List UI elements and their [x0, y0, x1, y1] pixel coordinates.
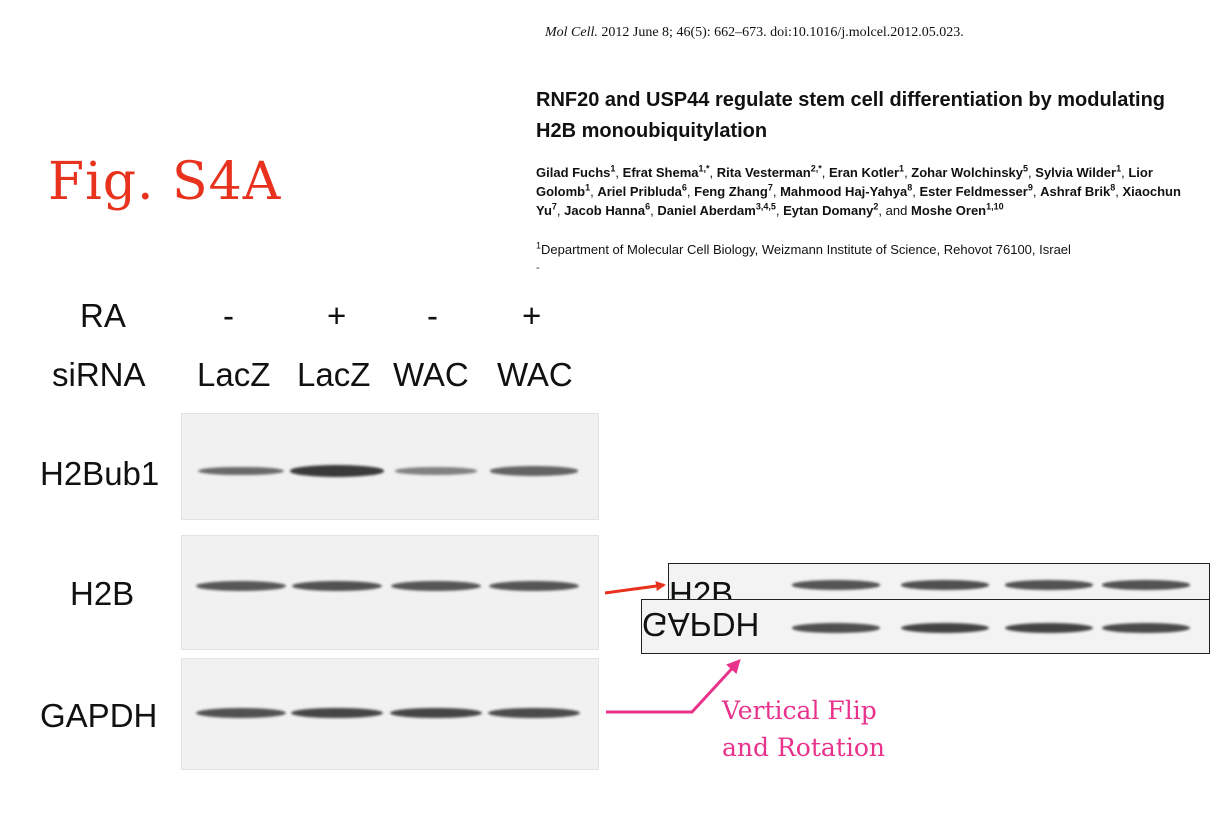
blot-label-h2b: H2B [70, 575, 135, 612]
sirna-value-lane1: LacZ [197, 356, 271, 393]
pink-arrow [606, 659, 741, 714]
blot-band [395, 467, 477, 475]
author: Mahmood Haj-Yahya8 [780, 182, 913, 199]
blot-label-gapdh: GAPDH [40, 697, 158, 734]
and-word: and [885, 203, 908, 218]
author: Daniel Aberdam3,4,5 [657, 201, 776, 218]
blot-band [291, 580, 383, 592]
sirna-value-lane3: WAC [393, 356, 469, 393]
blot-band [197, 466, 285, 476]
blot-panel-gapdh [181, 658, 599, 770]
author: Sylvia Wilder1 [1035, 163, 1122, 180]
author: Jacob Hanna6 [564, 201, 651, 218]
author: Gilad Fuchs1 [536, 163, 616, 180]
red-arrow [604, 581, 666, 595]
author-list: Gilad Fuchs1, Efrat Shema1,*, Rita Veste… [536, 163, 1181, 218]
inset-band [901, 580, 989, 590]
citation-line: Mol Cell. 2012 June 8; 46(5): 662–673. d… [545, 25, 964, 41]
ra-value-lane1: - [223, 297, 234, 334]
citation-details: 2012 June 8; 46(5): 662–673. doi:10.1016… [597, 25, 964, 40]
ra-label: RA [80, 297, 126, 334]
inset-band [901, 622, 989, 634]
author: Zohar Wolchinsky5 [911, 163, 1029, 180]
author: Ariel Pribluda6 [597, 182, 687, 199]
blot-band [290, 707, 384, 719]
affiliation-dash: - [536, 262, 540, 274]
inset-gapdh: GAPDH [641, 599, 1210, 654]
inset-band [1102, 623, 1190, 633]
journal-name: Mol Cell. [545, 25, 598, 40]
blot-band [196, 581, 286, 591]
figure-label: Fig. S4A [48, 152, 282, 212]
blot-band [195, 707, 287, 719]
author: Moshe Oren1,10 [910, 201, 1004, 218]
author: Eran Kotler1 [828, 163, 905, 180]
inset-band [1005, 580, 1093, 590]
blot-band [488, 707, 580, 719]
annotation-line1: Vertical Flip [722, 696, 877, 725]
author: Ester Feldmesser9 [919, 182, 1033, 199]
sirna-label: siRNA [52, 356, 146, 393]
ra-value-lane4: + [522, 297, 542, 334]
affiliation: 1Department of Molecular Cell Biology, W… [536, 240, 1071, 257]
blot-band [389, 707, 483, 719]
author: Efrat Shema1,* [622, 163, 710, 180]
paper-title: RNF20 and USP44 regulate stem cell diffe… [536, 89, 1166, 142]
author: Xiaochun Yu7 [536, 184, 1181, 218]
blot-label-h2bub1: H2Bub1 [40, 455, 160, 492]
annotation-text: Vertical Flip and Rotation [722, 692, 885, 766]
blot-band [490, 466, 578, 476]
blot-band [391, 580, 481, 591]
inset-band [792, 580, 880, 590]
blot-panel-h2bub1 [181, 413, 599, 520]
sirna-value-lane4: WAC [497, 356, 573, 393]
author: Ashraf Brik8 [1040, 182, 1116, 199]
author: Lior Golomb1 [536, 165, 1153, 199]
blot-band [289, 465, 385, 477]
author: Feng Zhang7 [694, 182, 773, 199]
inset-band [1102, 580, 1190, 590]
ra-value-lane2: + [327, 297, 347, 334]
inset-band [1005, 622, 1093, 634]
author: Eytan Domany2 [783, 201, 879, 218]
ra-value-lane3: - [427, 297, 438, 334]
sirna-value-lane2: LacZ [297, 356, 371, 393]
annotation-line2: and Rotation [722, 733, 885, 762]
blot-band [489, 580, 579, 591]
author: Rita Vesterman2,* [716, 163, 822, 180]
inset-band [792, 623, 880, 633]
blot-panel-h2b [181, 535, 599, 650]
